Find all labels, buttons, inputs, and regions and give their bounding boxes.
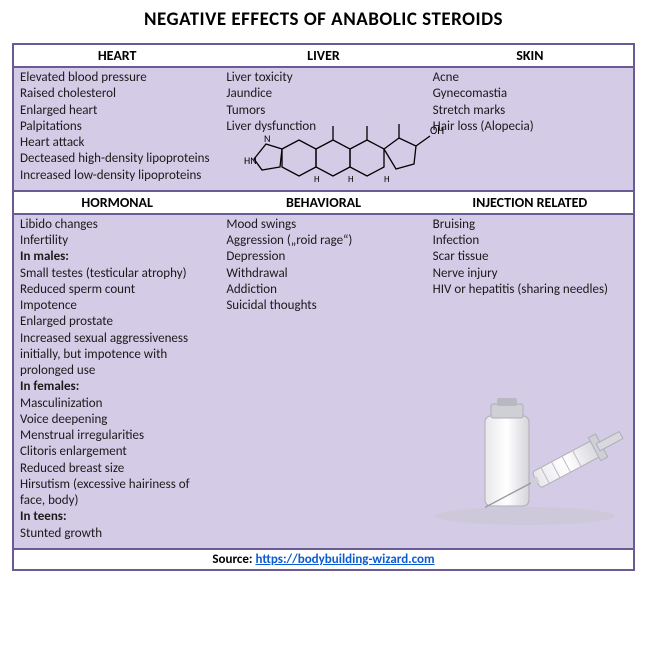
- list-item: HIV or hepatitis (sharing needles): [433, 282, 627, 298]
- cell-behavioral: Mood swingsAggression („roid rage“)Depre…: [220, 215, 426, 548]
- cell-hormonal: Libido changesInfertilityIn males:Small …: [14, 215, 220, 548]
- list-item: Addiction: [226, 282, 420, 298]
- list-item: Jaundice: [226, 86, 420, 102]
- list-item: Heart attack: [20, 135, 214, 151]
- list-item: Increased sexual aggressiveness initiall…: [20, 331, 214, 380]
- list-item: Bruising: [433, 217, 627, 233]
- list-item: Tumors: [226, 103, 420, 119]
- list-item: In females:: [20, 379, 214, 395]
- cell-skin: AcneGynecomastiaStretch marksHair loss (…: [427, 68, 633, 190]
- header-hormonal: HORMONAL: [14, 192, 220, 213]
- header-behavioral: BEHAVIORAL: [220, 192, 426, 213]
- list-item: Clitoris enlargement: [20, 444, 214, 460]
- list-item: Acne: [433, 70, 627, 86]
- list-item: Gynecomastia: [433, 86, 627, 102]
- list-item: Infertility: [20, 233, 214, 249]
- source-link[interactable]: https://bodybuilding-wizard.com: [255, 552, 434, 567]
- list-item: Stretch marks: [433, 103, 627, 119]
- list-item: Palpitations: [20, 119, 214, 135]
- list-item: Enlarged heart: [20, 103, 214, 119]
- infographic-container: NEGATIVE EFFECTS OF ANABOLIC STEROIDS HE…: [0, 0, 647, 579]
- list-item: Liver dysfunction: [226, 119, 420, 135]
- list-item: Aggression („roid rage“): [226, 233, 420, 249]
- list-item: Scar tissue: [433, 249, 627, 265]
- list-item: Raised cholesterol: [20, 86, 214, 102]
- cell-liver: Liver toxicityJaundiceTumorsLiver dysfun…: [220, 68, 426, 190]
- header-liver: LIVER: [220, 45, 426, 66]
- list-item: Small testes (testicular atrophy): [20, 266, 214, 282]
- list-item: Withdrawal: [226, 266, 420, 282]
- list-item: In teens:: [20, 509, 214, 525]
- header-injection: INJECTION RELATED: [427, 192, 633, 213]
- list-item: Menstrual irregularities: [20, 428, 214, 444]
- list-item: Reduced sperm count: [20, 282, 214, 298]
- list-item: Voice deepening: [20, 412, 214, 428]
- cell-heart: Elevated blood pressureRaised cholestero…: [14, 68, 220, 190]
- list-item: Reduced breast size: [20, 461, 214, 477]
- list-item: Infection: [433, 233, 627, 249]
- header-row-2: HORMONAL BEHAVIORAL INJECTION RELATED: [14, 190, 633, 215]
- source-label: Source:: [212, 552, 252, 567]
- list-item: Stunted growth: [20, 526, 214, 542]
- main-title: NEGATIVE EFFECTS OF ANABOLIC STEROIDS: [12, 8, 635, 31]
- body-row-1: Elevated blood pressureRaised cholestero…: [14, 68, 633, 190]
- list-item: In males:: [20, 249, 214, 265]
- list-item: Enlarged prostate: [20, 314, 214, 330]
- body-row-2: Libido changesInfertilityIn males:Small …: [14, 215, 633, 548]
- list-item: Mood swings: [226, 217, 420, 233]
- effects-table: HEART LIVER SKIN Elevated blood pressure…: [12, 43, 635, 571]
- cell-injection: BruisingInfectionScar tissueNerve injury…: [427, 215, 633, 548]
- list-item: Elevated blood pressure: [20, 70, 214, 86]
- list-item: Suicidal thoughts: [226, 298, 420, 314]
- list-item: Nerve injury: [433, 266, 627, 282]
- list-item: Depression: [226, 249, 420, 265]
- list-item: Increased low-density lipoproteins: [20, 168, 214, 184]
- list-item: Hirsutism (excessive hairiness of face, …: [20, 477, 214, 510]
- list-item: Impotence: [20, 298, 214, 314]
- list-item: Masculinization: [20, 396, 214, 412]
- list-item: Libido changes: [20, 217, 214, 233]
- source-row: Source: https://bodybuilding-wizard.com: [14, 548, 633, 569]
- list-item: Liver toxicity: [226, 70, 420, 86]
- list-item: Hair loss (Alopecia): [433, 119, 627, 135]
- header-skin: SKIN: [427, 45, 633, 66]
- header-row-1: HEART LIVER SKIN: [14, 45, 633, 68]
- list-item: Decteased high-density lipoproteins: [20, 151, 214, 167]
- header-heart: HEART: [14, 45, 220, 66]
